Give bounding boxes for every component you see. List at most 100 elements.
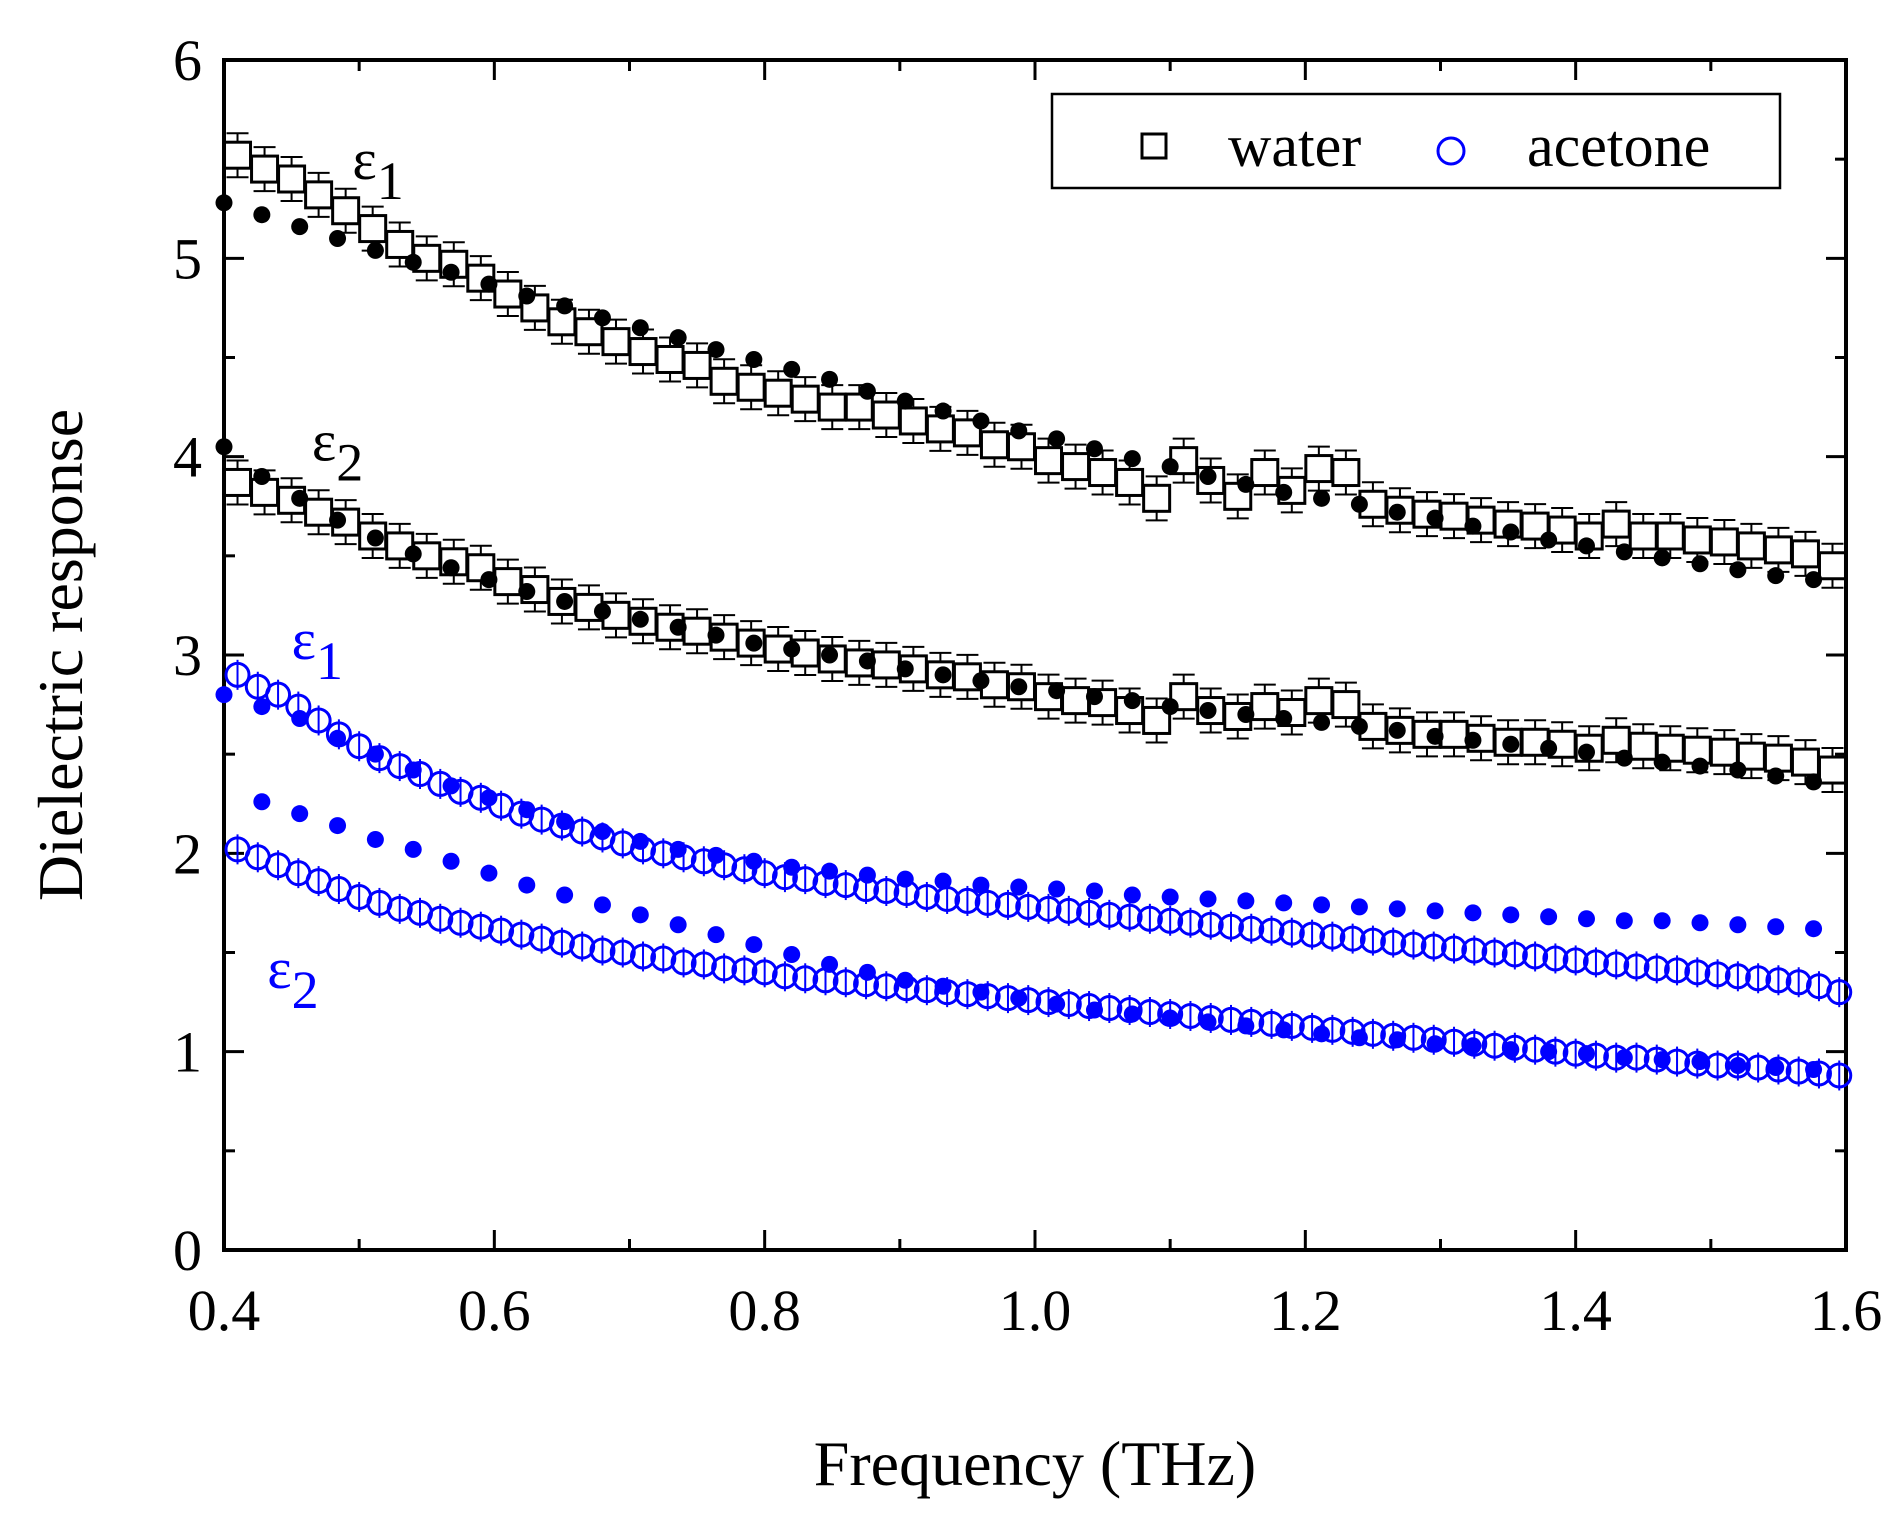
- x-tick-label: 0.4: [188, 1278, 261, 1343]
- y-tick-label: 3: [173, 623, 202, 688]
- data-point: [783, 640, 801, 658]
- curve-label-symbol: ε: [267, 936, 291, 1001]
- data-point: [1339, 925, 1366, 952]
- data-point: [896, 660, 914, 678]
- data-point: [871, 400, 901, 430]
- data-point: [1237, 1017, 1255, 1035]
- data-point: [1161, 698, 1179, 716]
- data-point: [1010, 989, 1028, 1007]
- data-point: [593, 309, 611, 327]
- x-tick-label: 1.4: [1539, 1278, 1612, 1343]
- data-point: [630, 943, 657, 970]
- data-point: [821, 955, 839, 973]
- data-point: [1142, 483, 1172, 513]
- data-point: [442, 852, 460, 870]
- data-point: [1388, 1031, 1406, 1049]
- data-point: [1313, 713, 1331, 731]
- data-point: [1420, 933, 1447, 960]
- data-point: [631, 319, 649, 337]
- data-point: [669, 916, 687, 934]
- data-point: [1729, 1057, 1747, 1075]
- data-point: [1278, 919, 1305, 946]
- data-point: [1048, 682, 1066, 700]
- data-point: [783, 858, 801, 876]
- data-point: [1765, 967, 1792, 994]
- data-point: [1313, 1025, 1331, 1043]
- data-point: [329, 817, 347, 835]
- data-point: [1199, 468, 1217, 485]
- data-point: [1350, 717, 1368, 735]
- axis-tick-labels: 0.4 0.6 0.8 1.0 1.2 1.4 1.6 0 1 2 3 4 5 6: [173, 28, 1882, 1343]
- data-point: [329, 729, 347, 747]
- data-point: [1161, 1009, 1179, 1027]
- data-point: [1331, 458, 1361, 488]
- data-point: [1258, 917, 1285, 944]
- data-point: [972, 876, 990, 894]
- data-point: [1763, 535, 1793, 565]
- data-point: [1805, 1061, 1823, 1079]
- data-point: [858, 382, 876, 400]
- x-tick-label: 1.2: [1269, 1278, 1342, 1343]
- data-point: [1088, 458, 1118, 488]
- data-point: [711, 955, 738, 982]
- data-point: [873, 878, 900, 905]
- y-axis-title: Dielectric response: [25, 409, 96, 901]
- data-point: [1601, 725, 1631, 755]
- curve-label-subscript: 1: [377, 151, 404, 211]
- data-point: [1653, 1051, 1671, 1069]
- data-point: [1123, 450, 1141, 468]
- y-tick-label: 1: [173, 1020, 202, 1085]
- data-point: [1481, 939, 1508, 966]
- data-point: [1237, 706, 1255, 723]
- y-tick-label: 2: [173, 821, 202, 886]
- data-point: [556, 592, 574, 610]
- data-point: [1628, 731, 1658, 761]
- data-point: [480, 571, 498, 589]
- data-point: [898, 406, 928, 436]
- data-point: [1426, 509, 1444, 527]
- data-point: [366, 241, 384, 259]
- curve-label-2: ε1: [292, 607, 343, 691]
- data-point: [1664, 957, 1691, 984]
- data-point: [792, 965, 819, 992]
- data-point: [1655, 521, 1685, 551]
- data-point: [1736, 531, 1766, 561]
- data-point: [215, 686, 233, 704]
- data-point: [518, 583, 536, 601]
- data-point: [1464, 1037, 1482, 1055]
- data-point: [1724, 963, 1751, 990]
- data-point: [1199, 702, 1217, 720]
- data-point: [253, 468, 271, 485]
- data-point: [1055, 897, 1082, 924]
- data-point: [385, 229, 415, 259]
- data-point: [1275, 483, 1293, 501]
- series-5: [215, 686, 1823, 938]
- data-point: [601, 327, 631, 357]
- data-point: [1729, 916, 1747, 934]
- data-point: [467, 913, 494, 940]
- data-point: [1653, 753, 1671, 771]
- data-point: [1136, 905, 1163, 932]
- data-point: [253, 698, 271, 716]
- data-point: [291, 218, 309, 236]
- data-point: [1817, 551, 1847, 581]
- data-point: [1540, 739, 1558, 757]
- data-point: [386, 895, 413, 922]
- data-point: [253, 206, 271, 224]
- data-point: [1115, 467, 1145, 497]
- data-point: [832, 872, 859, 899]
- data-point: [427, 905, 454, 932]
- data-point: [896, 870, 914, 888]
- data-point: [1061, 452, 1091, 482]
- data-point: [556, 813, 574, 831]
- data-point: [745, 634, 763, 652]
- data-point: [1767, 567, 1785, 585]
- data-point: [1577, 910, 1595, 928]
- data-point: [1275, 709, 1293, 727]
- y-tick-label: 6: [173, 28, 202, 93]
- data-point: [994, 891, 1021, 918]
- curve-label-subscript: 2: [336, 433, 363, 493]
- data-point: [1729, 761, 1747, 779]
- data-point: [628, 337, 658, 367]
